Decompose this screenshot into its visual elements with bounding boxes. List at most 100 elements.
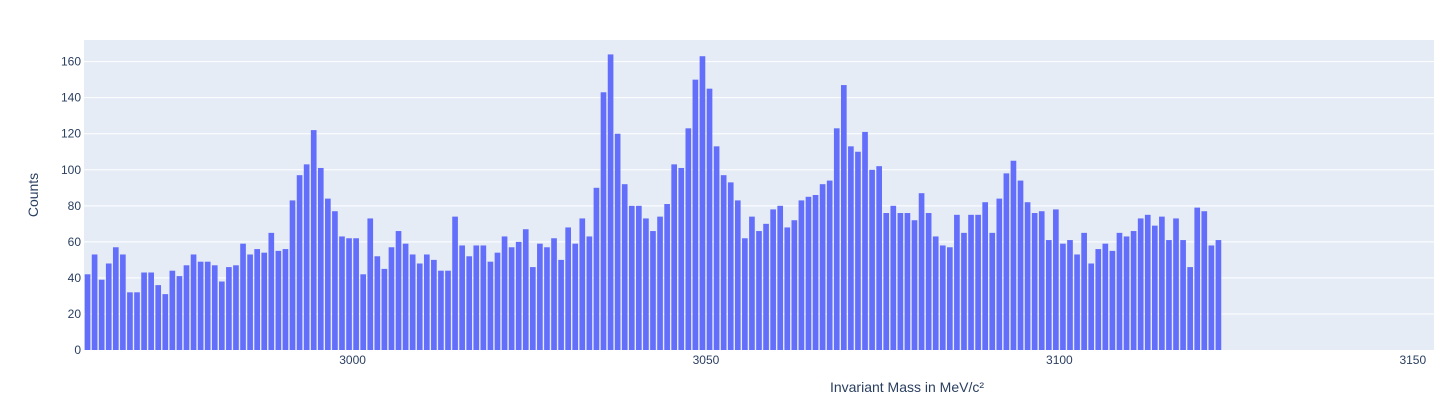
- histogram-bar: [409, 254, 416, 350]
- histogram-bar: [720, 175, 727, 350]
- histogram-bar: [303, 164, 310, 350]
- histogram-bar: [791, 220, 798, 350]
- histogram-bar: [120, 254, 126, 350]
- histogram-bar: [1003, 173, 1010, 350]
- histogram-bar: [996, 198, 1003, 350]
- histogram-bar: [833, 128, 840, 350]
- histogram-bar: [1081, 232, 1087, 350]
- histogram-bar: [692, 79, 699, 351]
- histogram-bar: [98, 279, 105, 350]
- histogram-bar: [501, 236, 508, 350]
- y-tick-label: 160: [61, 55, 81, 69]
- histogram-bar: [148, 272, 154, 350]
- histogram-bar: [918, 193, 925, 350]
- histogram-bar: [671, 164, 678, 350]
- x-axis-title: Invariant Mass in MeV/c²: [830, 379, 984, 395]
- histogram-bar: [431, 259, 437, 350]
- histogram-bar: [1074, 254, 1080, 350]
- y-axis-title: Counts: [25, 173, 41, 217]
- histogram-bar: [989, 232, 996, 350]
- histogram-bar: [438, 270, 444, 350]
- histogram-bar: [1180, 240, 1186, 350]
- histogram-bar: [756, 231, 762, 350]
- histogram-bar: [112, 247, 119, 350]
- histogram-bar: [537, 243, 543, 350]
- histogram-bar: [911, 220, 918, 350]
- histogram-bar: [742, 238, 748, 350]
- histogram-bar: [699, 56, 706, 350]
- histogram-bar: [84, 274, 91, 350]
- x-tick-label: 3000: [339, 353, 366, 367]
- histogram-bar: [798, 200, 805, 350]
- histogram-bar: [840, 85, 847, 350]
- histogram-bar: [296, 175, 303, 350]
- histogram-bar: [240, 243, 246, 350]
- histogram-bar: [628, 205, 635, 350]
- histogram-bar: [254, 249, 260, 350]
- y-tick-label: 20: [68, 307, 82, 321]
- histogram-bar: [947, 247, 953, 350]
- histogram-bar: [402, 243, 409, 350]
- histogram-bar: [572, 243, 579, 350]
- histogram-bar: [1017, 180, 1024, 350]
- histogram-bar: [141, 272, 147, 350]
- histogram-bar: [1060, 243, 1066, 350]
- histogram-bar: [325, 198, 331, 350]
- bars: [84, 54, 1222, 351]
- y-tick-label: 140: [61, 91, 81, 105]
- histogram-bar: [353, 238, 359, 350]
- histogram-bar: [678, 167, 685, 350]
- histogram-bar: [544, 247, 550, 350]
- histogram-bar: [657, 216, 663, 350]
- histogram-bar: [650, 231, 656, 350]
- histogram-bar: [395, 231, 402, 350]
- histogram-bar: [381, 268, 388, 350]
- histogram-bar: [551, 238, 557, 350]
- histogram-bar: [565, 227, 571, 350]
- histogram-bar: [91, 254, 98, 350]
- histogram-bar: [275, 250, 282, 350]
- histogram-bar: [939, 245, 946, 350]
- histogram-bar: [452, 216, 458, 350]
- y-axis-ticks: 0 20 40 60 80 100 120 140 160: [61, 55, 81, 357]
- histogram-bar: [713, 146, 720, 350]
- x-axis-ticks: 3000 3050 3100 3150: [339, 353, 1426, 367]
- histogram-bar: [1137, 218, 1144, 350]
- histogram-bar: [134, 292, 140, 350]
- histogram-bar: [346, 238, 352, 350]
- histogram-bar: [636, 205, 642, 350]
- histogram-bar: [416, 263, 423, 350]
- y-tick-label: 40: [68, 271, 82, 285]
- histogram-bar: [890, 205, 897, 350]
- histogram-bar: [826, 180, 833, 350]
- histogram-bar: [876, 166, 882, 350]
- histogram-bar: [643, 218, 649, 350]
- histogram-bar: [197, 261, 204, 350]
- histogram-bar: [360, 274, 367, 350]
- histogram-bar: [1109, 250, 1116, 350]
- histogram-bar: [332, 211, 338, 350]
- histogram-bar: [784, 227, 791, 350]
- histogram-bar: [1130, 231, 1137, 350]
- x-tick-label: 3100: [1046, 353, 1073, 367]
- histogram-bar: [459, 245, 465, 350]
- histogram-bar: [480, 245, 487, 350]
- histogram-bar: [1088, 263, 1095, 350]
- histogram-bar: [1010, 160, 1017, 350]
- histogram-bar: [388, 247, 395, 350]
- histogram-bar: [169, 270, 176, 350]
- histogram-bar: [819, 184, 826, 350]
- histogram-bar: [1024, 202, 1031, 350]
- histogram-bar: [1095, 249, 1102, 350]
- histogram-bar: [1151, 225, 1158, 350]
- histogram-bar: [1067, 240, 1073, 350]
- histogram-bar: [515, 241, 522, 350]
- histogram-bar: [954, 214, 960, 350]
- histogram-bar: [1038, 211, 1045, 350]
- histogram-bar: [1116, 232, 1123, 350]
- histogram-bar: [1173, 218, 1179, 350]
- histogram-bar: [127, 292, 133, 350]
- histogram-bar: [685, 128, 692, 350]
- histogram-bar: [219, 281, 225, 350]
- histogram-bar: [1187, 267, 1193, 350]
